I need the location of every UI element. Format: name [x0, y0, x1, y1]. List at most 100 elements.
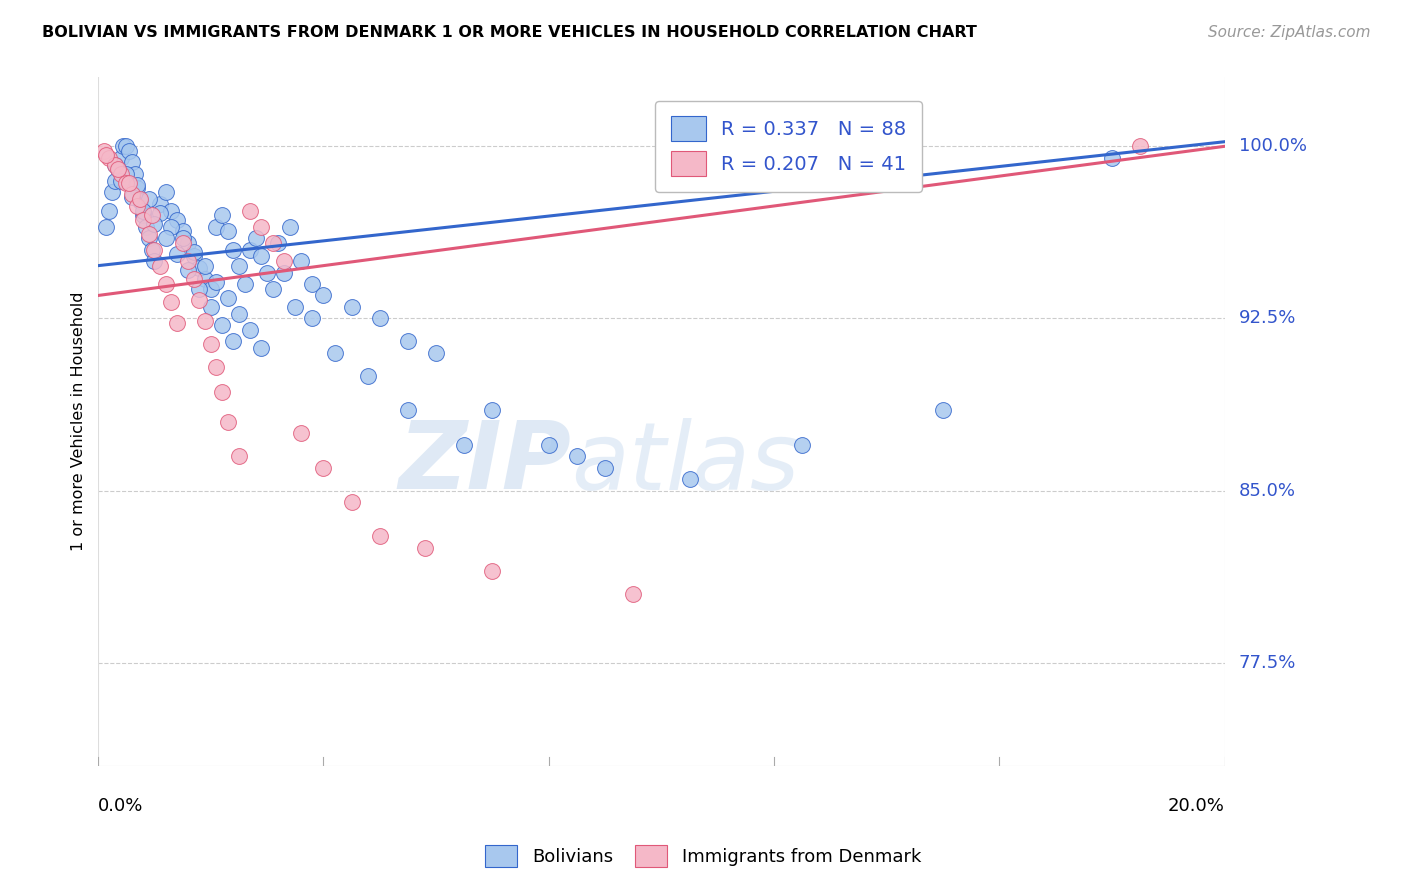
Point: [124, 167, 146, 181]
Point: [188, 293, 211, 307]
Point: [368, 311, 391, 326]
Point: [323, 346, 346, 360]
Point: [160, 203, 183, 218]
Point: [166, 212, 188, 227]
Point: [481, 564, 503, 578]
Point: [792, 438, 814, 452]
Point: [678, 472, 700, 486]
Point: [121, 155, 143, 169]
Point: [222, 334, 245, 349]
Point: [425, 346, 447, 360]
Point: [118, 144, 141, 158]
Legend: R = 0.337   N = 88, R = 0.207   N = 41: R = 0.337 N = 88, R = 0.207 N = 41: [655, 101, 922, 192]
Point: [312, 288, 335, 302]
Point: [138, 192, 160, 206]
Point: [228, 259, 250, 273]
Point: [368, 529, 391, 543]
Point: [194, 259, 217, 273]
Point: [621, 587, 644, 601]
Legend: Bolivians, Immigrants from Denmark: Bolivians, Immigrants from Denmark: [477, 836, 929, 876]
Point: [160, 295, 183, 310]
Point: [301, 277, 323, 291]
Point: [211, 384, 233, 399]
Text: 100.0%: 100.0%: [1239, 137, 1306, 155]
Point: [149, 259, 172, 273]
Point: [228, 449, 250, 463]
Point: [115, 167, 138, 181]
Point: [413, 541, 436, 555]
Point: [267, 235, 290, 250]
Point: [98, 151, 121, 165]
Point: [155, 185, 177, 199]
Point: [278, 219, 301, 234]
Point: [141, 208, 163, 222]
Point: [262, 282, 284, 296]
Point: [217, 415, 239, 429]
Point: [284, 300, 307, 314]
Text: atlas: atlas: [571, 417, 800, 508]
Point: [115, 176, 138, 190]
Point: [143, 217, 166, 231]
Point: [245, 231, 267, 245]
Point: [127, 178, 149, 193]
Point: [93, 144, 115, 158]
Point: [118, 176, 141, 190]
Point: [396, 334, 419, 349]
Point: [228, 307, 250, 321]
Point: [112, 139, 135, 153]
Point: [256, 266, 278, 280]
Point: [110, 167, 132, 181]
Point: [1129, 139, 1152, 153]
Point: [155, 231, 177, 245]
Point: [932, 403, 955, 417]
Point: [98, 203, 121, 218]
Point: [340, 300, 363, 314]
Point: [194, 272, 217, 286]
Point: [135, 219, 157, 234]
Point: [138, 231, 160, 245]
Point: [127, 180, 149, 194]
Point: [262, 235, 284, 250]
Text: 0.0%: 0.0%: [98, 797, 143, 814]
Point: [239, 243, 262, 257]
Point: [273, 254, 295, 268]
Text: 77.5%: 77.5%: [1239, 654, 1296, 672]
Point: [149, 196, 172, 211]
Point: [1101, 151, 1123, 165]
Point: [104, 158, 127, 172]
Point: [121, 187, 143, 202]
Point: [217, 291, 239, 305]
Point: [273, 266, 295, 280]
Point: [250, 250, 273, 264]
Point: [141, 243, 163, 257]
Point: [110, 174, 132, 188]
Point: [183, 244, 205, 259]
Point: [312, 460, 335, 475]
Point: [239, 323, 262, 337]
Point: [290, 254, 312, 268]
Point: [172, 224, 194, 238]
Text: ZIP: ZIP: [398, 417, 571, 509]
Point: [200, 336, 222, 351]
Point: [217, 224, 239, 238]
Y-axis label: 1 or more Vehicles in Household: 1 or more Vehicles in Household: [72, 292, 86, 551]
Point: [166, 316, 188, 330]
Text: BOLIVIAN VS IMMIGRANTS FROM DENMARK 1 OR MORE VEHICLES IN HOUSEHOLD CORRELATION : BOLIVIAN VS IMMIGRANTS FROM DENMARK 1 OR…: [42, 25, 977, 40]
Point: [301, 311, 323, 326]
Point: [200, 300, 222, 314]
Point: [537, 438, 560, 452]
Point: [205, 275, 228, 289]
Point: [188, 260, 211, 275]
Point: [110, 151, 132, 165]
Point: [160, 219, 183, 234]
Point: [453, 438, 475, 452]
Point: [172, 231, 194, 245]
Point: [132, 212, 155, 227]
Point: [107, 162, 129, 177]
Point: [172, 235, 194, 250]
Point: [396, 403, 419, 417]
Point: [138, 227, 160, 241]
Point: [177, 263, 200, 277]
Point: [166, 247, 188, 261]
Point: [233, 277, 256, 291]
